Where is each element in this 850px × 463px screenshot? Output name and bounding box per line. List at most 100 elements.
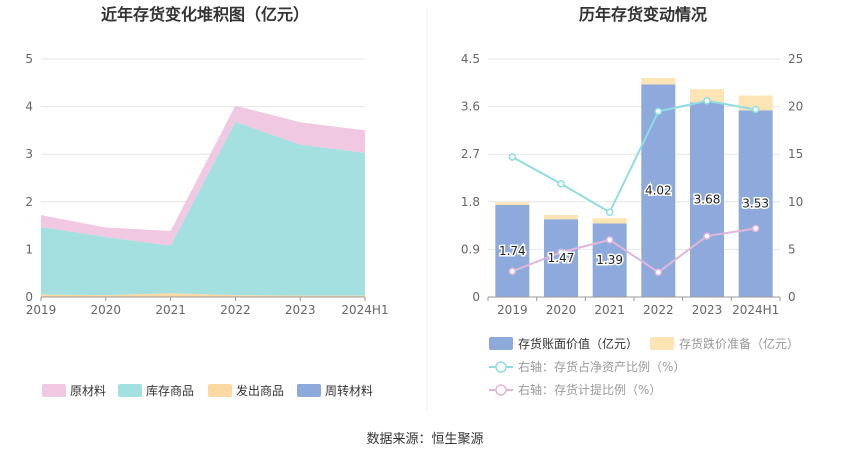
legend-label: 右轴：存货计提比例（%）	[518, 382, 661, 397]
right-y2-tick-label: 25	[788, 52, 803, 66]
left-y-tick-label: 2	[25, 195, 33, 209]
right-y2-tick-label: 20	[788, 100, 803, 114]
right-y-tick-label: 0	[472, 290, 480, 304]
bar-book-value	[641, 84, 676, 298]
bar-book-value	[495, 204, 530, 297]
line-point-provision_ratio_line	[654, 268, 663, 276]
legend-swatch	[208, 384, 232, 397]
right-x-tick-label: 2022	[643, 303, 674, 317]
line-ratio_line	[511, 99, 756, 214]
left-legend-item[interactable]: 原材料	[42, 384, 106, 398]
area-series-ship	[41, 293, 365, 297]
bar-provision	[544, 215, 578, 220]
line-point-ratio_line	[751, 105, 760, 114]
bar-line-combo-chart: 历年存货变动情况 1.74 1.47 1.39 4.02 3.68 3.53 0 0.9 1.…	[461, 5, 803, 397]
legend-swatch	[650, 337, 674, 350]
left-x-tick-label: 2022	[220, 303, 251, 317]
left-y-tick-label: 0	[25, 290, 33, 304]
left-y-tick-label: 3	[25, 147, 33, 161]
right-x-axis: 2019 2020 2021 2022 2023 2024H1	[487, 296, 781, 317]
bar-book-value	[738, 110, 773, 298]
bar-provision	[495, 202, 530, 205]
right-legend-item[interactable]: 右轴：存货占净资产比例（%）	[489, 359, 685, 374]
left-legend-item[interactable]: 发出商品	[208, 383, 284, 398]
right-legend-item[interactable]: 右轴：存货计提比例（%）	[489, 382, 661, 397]
right-y2-tick-label: 15	[788, 147, 803, 161]
left-chart-title: 近年存货变化堆积图（亿元）	[101, 5, 309, 24]
left-x-tick-label: 2023	[285, 303, 316, 317]
left-y-tick-label: 5	[25, 52, 33, 66]
line-provision_ratio_line	[511, 227, 756, 274]
right-x-tick-label: 2023	[692, 303, 723, 317]
right-bar-labels: 1.74 1.47 1.39 4.02 3.68 3.53	[497, 182, 770, 269]
right-x-tick-label: 2019	[497, 303, 528, 317]
stacked-area-chart: 近年存货变化堆积图（亿元） 0 1 2 3 4 5 2019 2020 2021 2022 202…	[25, 5, 388, 398]
right-y-tick-label: 2.7	[461, 147, 480, 161]
left-y-tick-label: 1	[25, 242, 33, 256]
bar-provision	[592, 218, 627, 224]
left-x-tick-label: 2024H1	[341, 303, 388, 317]
right-gridlines	[488, 58, 780, 250]
left-area-series	[41, 105, 365, 297]
legend-swatch	[42, 384, 66, 397]
legend-swatch	[297, 384, 321, 397]
right-x-tick-label: 2024H1	[732, 303, 779, 317]
line-point-provision_ratio_line	[751, 224, 760, 233]
line-point-provision_ratio_line	[605, 236, 614, 244]
legend-label: 存货跌价准备（亿元）	[679, 336, 799, 351]
bar-book-value	[544, 219, 578, 297]
right-x-tick-label: 2020	[546, 303, 577, 317]
legend-swatch	[118, 384, 142, 397]
left-y-axis: 0 1 2 3 4 5	[25, 52, 33, 304]
area-series-raw	[41, 105, 365, 246]
line-point-ratio_line	[508, 153, 517, 161]
legend-label: 存货账面价值（亿元）	[518, 336, 638, 351]
bar-data-label: 1.39	[596, 253, 623, 267]
right-legend-item[interactable]: 存货账面价值（亿元）	[489, 336, 638, 351]
right-legend-item[interactable]: 存货跌价准备（亿元）	[650, 336, 799, 351]
left-y-tick-label: 4	[25, 100, 33, 114]
line-point-provision_ratio_line	[557, 248, 565, 257]
left-x-axis: 2019 2020 2021 2022 2023 2024H1	[26, 296, 389, 317]
legend-label: 发出商品	[236, 383, 284, 398]
legend-label: 右轴：存货占净资产比例（%）	[518, 359, 685, 374]
bar-data-label: 4.02	[645, 184, 672, 198]
right-y2-tick-label: 10	[788, 195, 803, 209]
legend-swatch	[489, 337, 513, 350]
bar-data-label: 1.47	[548, 251, 575, 265]
bar-data-label: 3.53	[742, 197, 769, 211]
right-y-tick-label: 3.6	[461, 100, 480, 114]
right-x-tick-label: 2021	[594, 303, 625, 317]
left-x-tick-label: 2019	[26, 303, 57, 317]
left-x-tick-label: 2021	[155, 303, 186, 317]
line-point-provision_ratio_line	[703, 232, 711, 240]
bar-provision	[690, 89, 724, 103]
legend-label: 周转材料	[325, 383, 373, 398]
legend-marker	[495, 384, 507, 396]
bar-data-label: 3.68	[694, 193, 721, 207]
right-y-axis: 0 0.9 1.8 2.7 3.6 4.5	[461, 52, 480, 304]
right-y2-tick-label: 0	[788, 290, 796, 304]
area-series-stock	[41, 121, 365, 296]
legend-label: 原材料	[70, 384, 106, 398]
right-legend: 存货账面价值（亿元） 存货跌价准备（亿元） 右轴：存货占净资产比例（%） 右轴：存货计…	[489, 336, 799, 397]
left-legend-item[interactable]: 周转材料	[297, 383, 373, 398]
source-label: 数据来源：恒生聚源	[366, 432, 483, 447]
right-bar-series	[495, 78, 773, 298]
legend-marker	[495, 361, 507, 373]
line-point-ratio_line	[605, 208, 614, 217]
line-point-ratio_line	[654, 107, 663, 116]
bar-provision	[738, 95, 773, 111]
right-line-series	[508, 97, 760, 276]
right-y-tick-label: 0.9	[461, 242, 480, 256]
bar-provision	[641, 78, 676, 85]
left-legend-item[interactable]: 库存商品	[118, 383, 194, 398]
bar-data-label: 1.74	[499, 244, 526, 258]
left-x-tick-label: 2020	[91, 303, 122, 317]
left-legend: 原材料 库存商品 发出商品 周转材料	[42, 383, 373, 398]
line-point-provision_ratio_line	[508, 267, 517, 276]
legend-label: 库存商品	[146, 383, 194, 398]
line-point-ratio_line	[703, 97, 711, 105]
